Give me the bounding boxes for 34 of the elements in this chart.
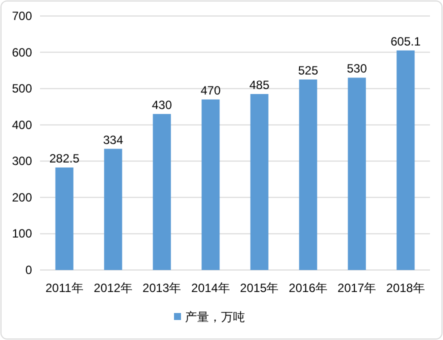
data-label: 605.1 (390, 34, 421, 48)
x-tick-label: 2015年 (240, 281, 279, 295)
x-tick-label: 2014年 (191, 281, 230, 295)
y-tick-label: 100 (12, 226, 32, 241)
x-tick-label: 2012年 (94, 281, 132, 295)
data-label: 334 (103, 132, 124, 147)
data-label: 282.5 (49, 151, 80, 166)
legend: 产量，万吨 (174, 310, 245, 324)
bar (55, 167, 74, 270)
data-label: 430 (152, 98, 172, 112)
data-label: 470 (200, 83, 221, 98)
data-label: 485 (249, 78, 270, 92)
y-tick-label: 200 (12, 190, 32, 204)
bar (250, 94, 268, 270)
x-tick-label: 2016年 (288, 281, 328, 295)
bar (299, 80, 318, 270)
x-tick-label: 2017年 (338, 281, 376, 295)
x-tick-label: 2018年 (386, 281, 425, 295)
y-tick-label: 700 (12, 9, 32, 23)
bar (348, 78, 366, 270)
bar (202, 99, 220, 270)
bar (104, 148, 122, 270)
x-tick-label: 2011年 (45, 281, 84, 295)
y-tick-label: 300 (12, 154, 32, 168)
x-tick-label: 2013年 (142, 281, 182, 295)
data-label: 530 (346, 62, 368, 76)
y-tick-label: 500 (12, 82, 32, 96)
bar (396, 50, 415, 270)
y-tick-label: 400 (12, 118, 32, 132)
legend-label: 产量，万吨 (185, 310, 245, 324)
y-tick-label: 0 (25, 263, 32, 277)
y-tick-label: 600 (12, 45, 32, 60)
data-label: 525 (298, 64, 318, 78)
bar (152, 114, 171, 270)
